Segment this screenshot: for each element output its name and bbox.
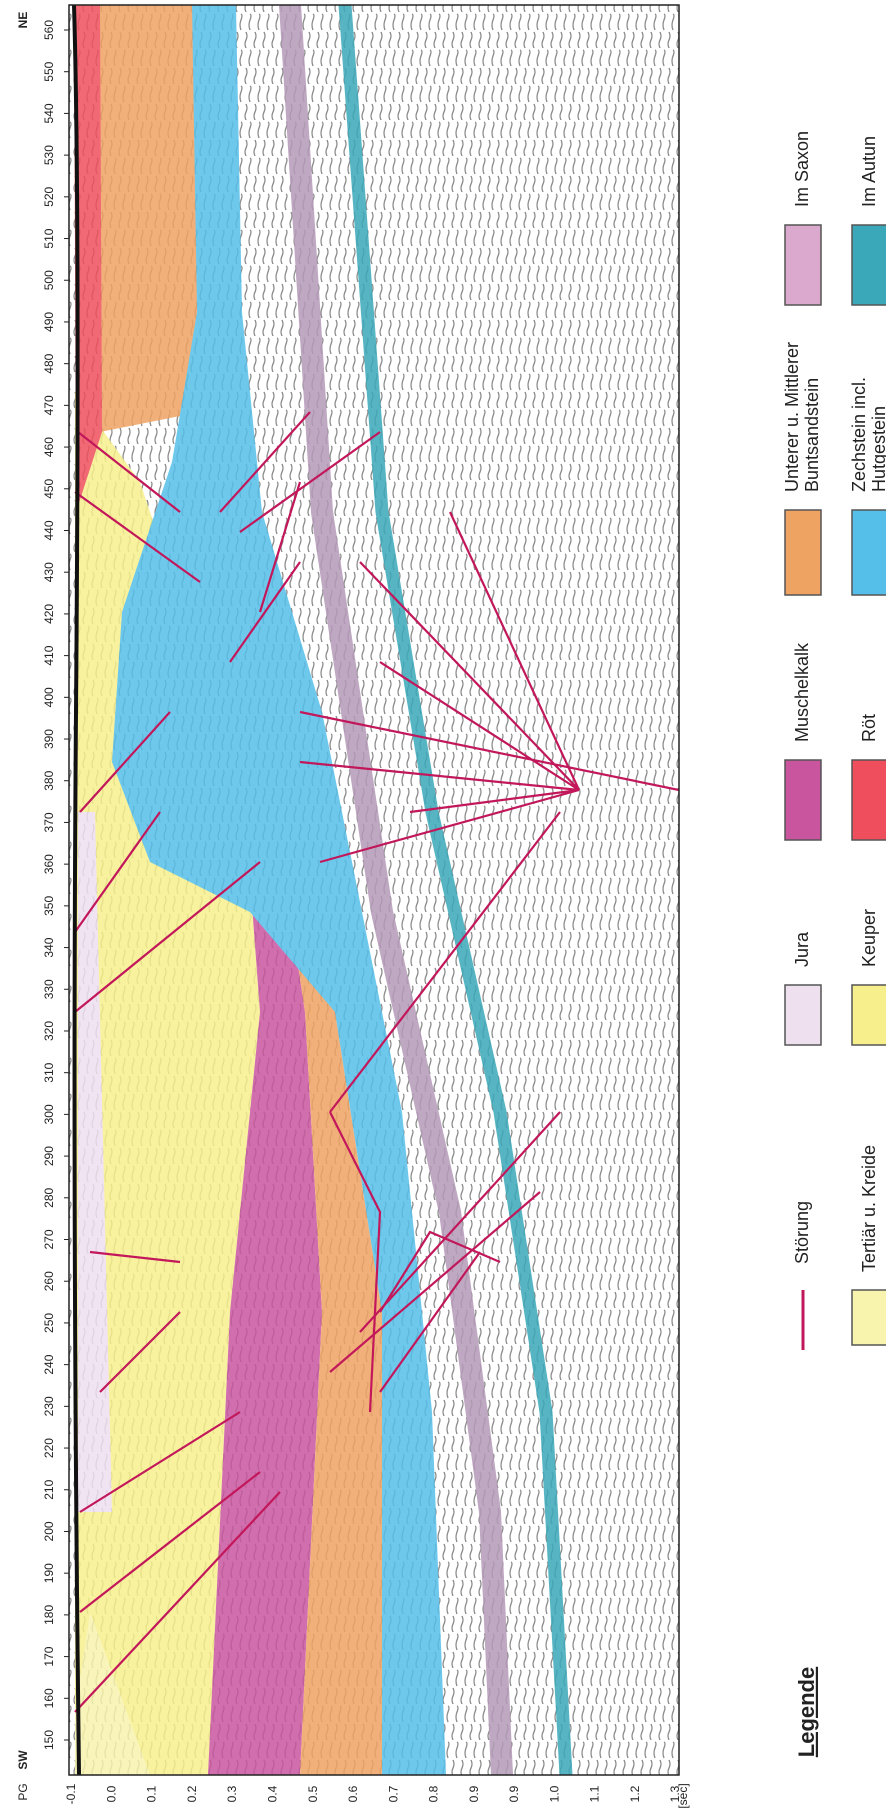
cdp-tick-label: 400 — [42, 687, 56, 707]
legend-swatch — [785, 985, 821, 1045]
legend-label: Muschelkalk — [792, 642, 812, 742]
cdp-tick-label: 160 — [42, 1688, 56, 1708]
cdp-tick-label: 500 — [42, 270, 56, 290]
trace-label: PG — [16, 1783, 30, 1800]
cdp-tick-label: 150 — [42, 1730, 56, 1750]
cdp-tick-label: 380 — [42, 770, 56, 790]
legend-label: Buntsandstein — [802, 378, 822, 492]
cdp-tick-label: 200 — [42, 1521, 56, 1541]
legend-label: Keuper — [859, 909, 879, 967]
legend-label: Röt — [859, 714, 879, 742]
time-tick-label: 0.1 — [145, 1785, 159, 1802]
cdp-tick-label: 360 — [42, 854, 56, 874]
legend-swatch — [852, 510, 886, 595]
cdp-tick-label: 450 — [42, 478, 56, 498]
section-body — [69, 5, 679, 1775]
cdp-tick-label: 390 — [42, 729, 56, 749]
cdp-tick-label: 540 — [42, 103, 56, 123]
rotated-section: SW NE PG [sec] Legende 15016017018019020… — [16, 5, 886, 1809]
cdp-tick-label: 470 — [42, 395, 56, 415]
time-tick-label: 0.3 — [225, 1785, 239, 1802]
legend-label: Tertiär u. Kreide — [859, 1145, 879, 1272]
cdp-tick-label: 170 — [42, 1646, 56, 1666]
time-tick-label: 0.4 — [266, 1785, 280, 1802]
cdp-tick-label: 310 — [42, 1062, 56, 1082]
cdp-tick-label: 280 — [42, 1187, 56, 1207]
cdp-tick-label: 370 — [42, 812, 56, 832]
cdp-tick-label: 340 — [42, 937, 56, 957]
legend-swatch — [852, 225, 886, 305]
time-tick-label: 0.0 — [104, 1785, 118, 1802]
cdp-tick-label: 550 — [42, 61, 56, 81]
time-tick-label: 1.2 — [628, 1785, 642, 1802]
cdp-tick-label: 460 — [42, 437, 56, 457]
cdp-tick-label: 350 — [42, 896, 56, 916]
cdp-tick-label: 230 — [42, 1396, 56, 1416]
legend-swatch — [852, 1290, 886, 1345]
cdp-tick-label: 240 — [42, 1354, 56, 1374]
time-tick-label: 1.0 — [547, 1785, 561, 1802]
layer-buntsandstein-ne — [88, 5, 200, 432]
legend-title: Legende — [794, 1667, 819, 1757]
cdp-tick-label: 410 — [42, 645, 56, 665]
cdp-tick-label: 480 — [42, 353, 56, 373]
time-tick-label: 1.1 — [588, 1785, 602, 1802]
cdp-tick-label: 520 — [42, 186, 56, 206]
time-tick-label: -0.1 — [64, 1783, 78, 1804]
legend-swatch — [785, 760, 821, 840]
time-tick-label: 0.9 — [467, 1785, 481, 1802]
cdp-tick-label: 210 — [42, 1479, 56, 1499]
time-tick-label: 0.2 — [185, 1785, 199, 1802]
cdp-tick-label: 190 — [42, 1563, 56, 1583]
time-tick-label: 0.9 — [507, 1785, 521, 1802]
legend-label: Störung — [792, 1201, 812, 1264]
legend-label: Im Autun — [859, 136, 879, 207]
time-tick-label: 0.5 — [306, 1785, 320, 1802]
legend-label: Zechstein incl. — [849, 377, 869, 492]
cdp-tick-label: 320 — [42, 1021, 56, 1041]
cdp-tick-label: 300 — [42, 1104, 56, 1124]
legend-swatch — [785, 225, 821, 305]
legend-swatch — [852, 760, 886, 840]
time-tick-label: 1.3 — [668, 1785, 682, 1802]
cdp-tick-label: 530 — [42, 145, 56, 165]
cdp-tick-label: 290 — [42, 1146, 56, 1166]
cdp-tick-label: 440 — [42, 520, 56, 540]
legend-label: Jura — [792, 931, 812, 967]
time-tick-label: 0.7 — [386, 1785, 400, 1802]
figure: SW NE PG [sec] Legende 15016017018019020… — [0, 0, 886, 1812]
cdp-tick-label: 420 — [42, 604, 56, 624]
legend-label: Im Saxon — [792, 131, 812, 207]
time-tick-label: 0.6 — [346, 1785, 360, 1802]
cdp-tick-label: 260 — [42, 1271, 56, 1291]
legend-swatch — [785, 510, 821, 595]
legend-label: Unterer u. Mittlerer — [782, 342, 802, 492]
page: SW NE PG [sec] Legende 15016017018019020… — [0, 0, 886, 1812]
right-label: NE — [16, 12, 30, 29]
legend-label: Hutgestein — [869, 406, 886, 492]
cdp-tick-label: 510 — [42, 228, 56, 248]
cdp-tick-label: 270 — [42, 1229, 56, 1249]
legend-swatch — [852, 985, 886, 1045]
cdp-tick-label: 490 — [42, 312, 56, 332]
cdp-tick-label: 430 — [42, 562, 56, 582]
cdp-tick-label: 250 — [42, 1313, 56, 1333]
cdp-tick-label: 220 — [42, 1438, 56, 1458]
cdp-tick-label: 330 — [42, 979, 56, 999]
cdp-tick-label: 560 — [42, 20, 56, 40]
time-tick-label: 0.8 — [427, 1785, 441, 1802]
left-label: SW — [16, 1750, 30, 1770]
cdp-tick-label: 180 — [42, 1605, 56, 1625]
